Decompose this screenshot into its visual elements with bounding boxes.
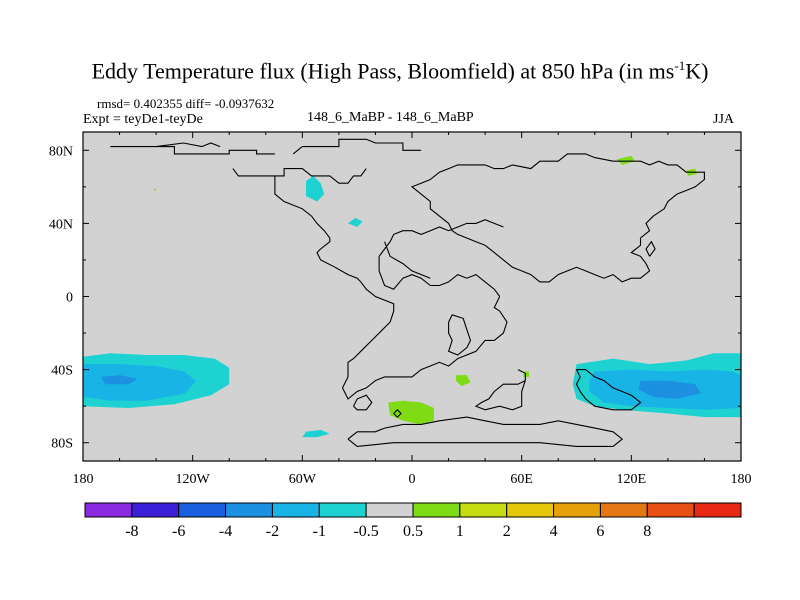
contour-region-3 [302, 429, 330, 438]
colorbar-box-2 [178, 502, 227, 518]
colorbar-label-3: -2 [266, 523, 279, 540]
coastline-2 [232, 168, 367, 184]
colorbar-box-12 [646, 502, 695, 518]
coastline-9 [575, 369, 642, 411]
colorbar-label-5: -0.5 [353, 523, 378, 540]
experiment-label: Expt = teyDe1-teyDe [83, 112, 203, 127]
colorbar-label-4: -1 [313, 523, 326, 540]
chart-title: Eddy Temperature flux (High Pass, Bloomf… [91, 58, 709, 84]
coastline-1 [292, 138, 422, 155]
y-tick-label-3: 40S [51, 364, 73, 379]
x-tick-label-1: 120W [176, 472, 211, 487]
colorbar-label-7: 1 [456, 523, 464, 540]
colorbar-label-0: -8 [125, 523, 138, 540]
center-label: 148_6_MaBP - 148_6_MaBP [307, 110, 474, 125]
coastline-0 [110, 146, 275, 155]
contour-region-4 [306, 175, 325, 202]
colorbar-label-9: 4 [550, 523, 558, 540]
contour-region-12 [616, 155, 635, 165]
coastline-4 [341, 281, 508, 400]
x-tick-label-4: 60E [510, 472, 533, 487]
colorbar-box-6 [365, 502, 414, 518]
colorbar-box-1 [131, 502, 180, 518]
contour-region-10 [455, 375, 471, 387]
colorbar-label-6: 0.5 [403, 523, 423, 540]
colorbar-box-4 [271, 502, 320, 518]
coastline-12 [393, 409, 402, 418]
colorbar-box-10 [553, 502, 601, 518]
contour-region-9 [388, 400, 434, 425]
x-tick-label-6: 180 [731, 472, 752, 487]
colorbar-box-3 [225, 502, 273, 518]
colorbar-box-8 [459, 502, 508, 518]
colorbar-box-7 [412, 502, 461, 518]
contour-region-14 [154, 188, 157, 191]
coastline-6 [384, 241, 431, 279]
coastline-3 [274, 175, 362, 283]
stats-label: rmsd= 0.402355 diff= -0.0937632 [97, 96, 275, 111]
colorbar-box-11 [599, 502, 648, 518]
coastline-7 [410, 153, 705, 283]
contour-region-2 [101, 375, 138, 385]
y-tick-label-4: 80S [51, 437, 73, 452]
colorbar-box-13 [693, 502, 742, 518]
coastline-10 [347, 416, 624, 447]
colorbar-label-10: 6 [596, 523, 604, 540]
contour-region-1 [83, 364, 197, 401]
colorbar-box-9 [506, 502, 555, 518]
y-tick-label-0: 80N [49, 144, 73, 159]
season-label: JJA [713, 112, 735, 127]
contour-region-15 [404, 404, 412, 408]
y-tick-label-1: 40N [49, 217, 73, 232]
y-tick-label-2: 0 [66, 291, 73, 306]
coastline-13 [447, 314, 472, 356]
contour-region-8 [638, 380, 701, 399]
coastline-15 [156, 142, 221, 148]
coastline-11 [353, 394, 373, 411]
coastline-8 [474, 369, 526, 411]
x-tick-label-0: 180 [73, 472, 94, 487]
colorbar-box-5 [318, 502, 367, 518]
colorbar-label-2: -4 [219, 523, 232, 540]
x-tick-label-2: 60W [289, 472, 317, 487]
colorbar-label-1: -6 [172, 523, 185, 540]
contour-region-5 [348, 217, 363, 227]
x-tick-label-5: 120E [617, 472, 647, 487]
colorbar-label-8: 2 [503, 523, 511, 540]
colorbar-label-11: 8 [643, 523, 651, 540]
coastline-5 [378, 219, 504, 297]
colorbar-box-0 [84, 502, 133, 518]
coastline-14 [645, 240, 656, 257]
x-tick-label-3: 0 [409, 472, 416, 487]
